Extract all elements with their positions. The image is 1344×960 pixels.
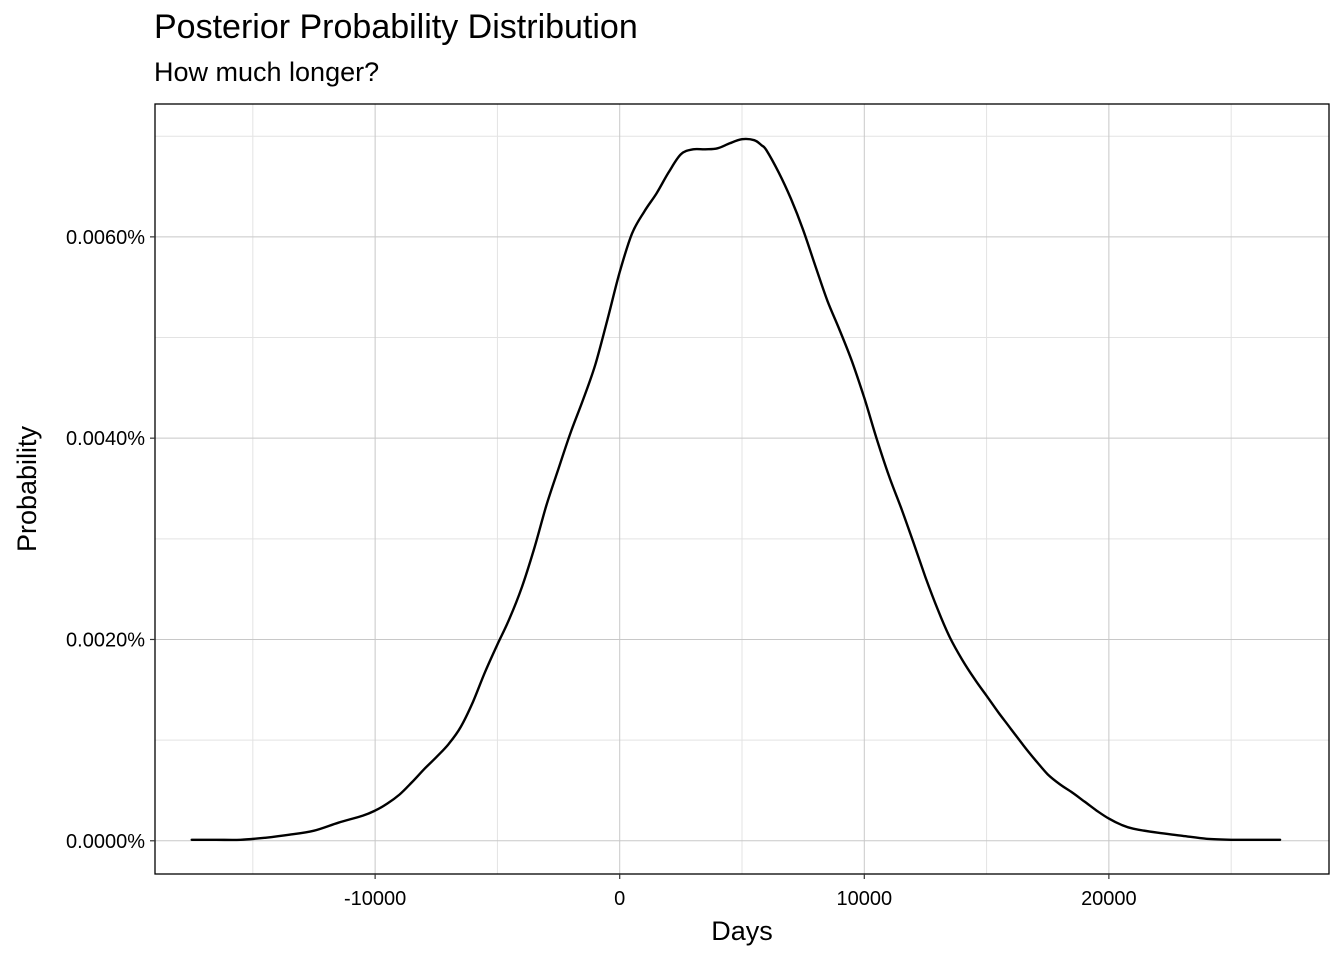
x-tick-label: -10000: [344, 888, 406, 910]
y-tick-label: 0.0040%: [66, 428, 145, 450]
x-tick-label: 20000: [1081, 888, 1137, 910]
chart-title: Posterior Probability Distribution: [154, 8, 638, 46]
chart-subtitle: How much longer?: [154, 57, 380, 87]
y-tick-label: 0.0000%: [66, 831, 145, 853]
y-tick-label: 0.0060%: [66, 227, 145, 249]
x-axis-title: Days: [711, 916, 773, 946]
y-axis-title: Probability: [12, 425, 42, 552]
x-tick-label: 10000: [836, 888, 892, 910]
y-axis: 0.0000% 0.0020% 0.0040% 0.0060%: [66, 227, 155, 853]
plot-panel-border: [154, 103, 1330, 875]
minor-gridlines: [155, 104, 1329, 874]
major-gridlines: [155, 104, 1329, 874]
y-tick-label: 0.0020%: [66, 629, 145, 651]
x-axis: -10000 0 10000 20000: [344, 874, 1137, 910]
density-line: [190, 137, 1282, 842]
x-tick-label: 0: [614, 888, 625, 910]
series-layer: [190, 137, 1282, 842]
